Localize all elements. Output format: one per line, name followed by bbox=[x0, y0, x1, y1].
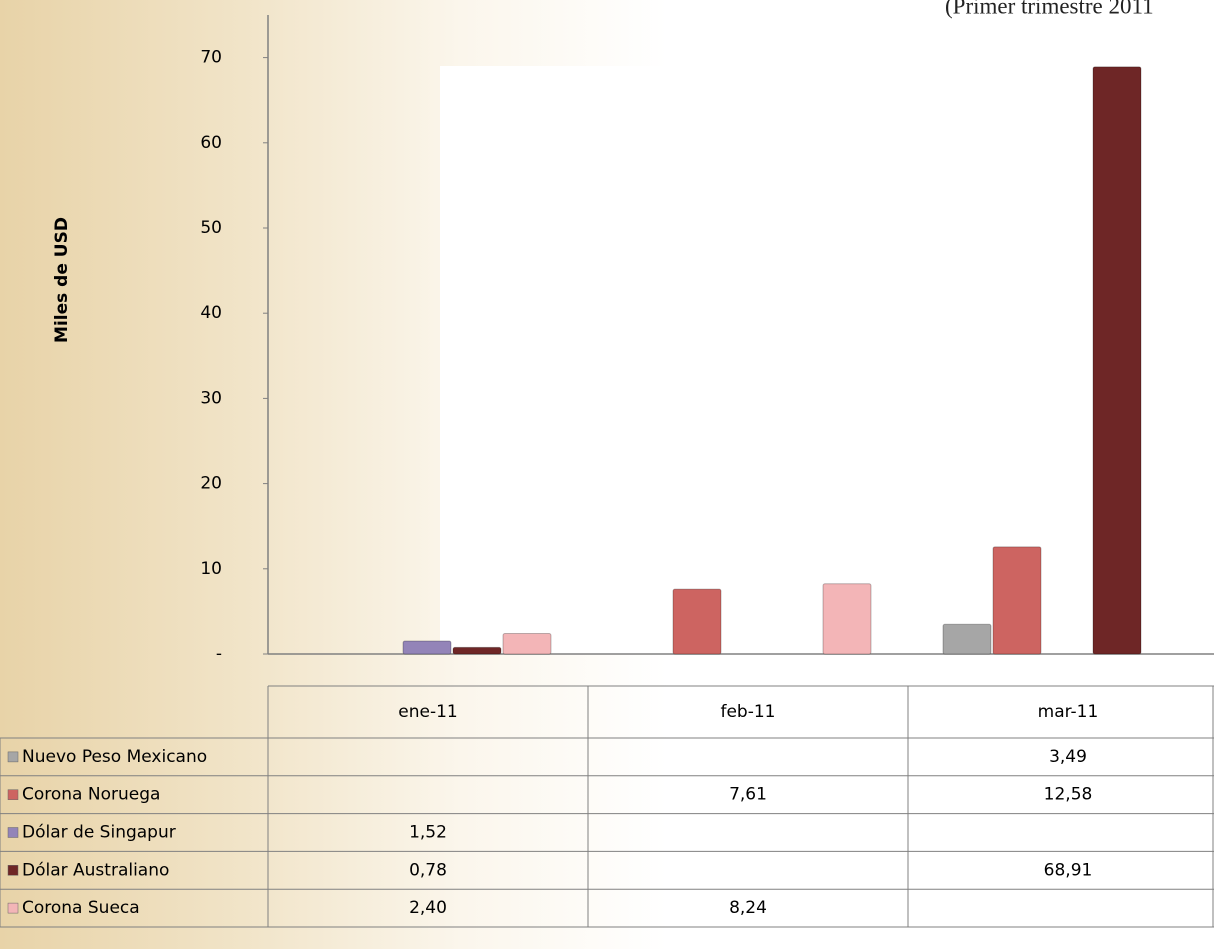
legend-key bbox=[7, 865, 19, 876]
y-tick-label: 20 bbox=[200, 474, 222, 494]
legend-label: Dólar Australiano bbox=[22, 860, 169, 880]
y-tick-label: 60 bbox=[200, 133, 222, 153]
chart-title: (Primer trimestre 2011 bbox=[945, 0, 1154, 18]
y-tick-label: 10 bbox=[200, 559, 222, 579]
x-tick-label: ene-11 bbox=[398, 702, 457, 722]
y-tick-label: 30 bbox=[200, 388, 222, 408]
x-tick-label: feb-11 bbox=[720, 702, 775, 722]
x-tick-label: mar-11 bbox=[1038, 702, 1099, 722]
legend-label: Corona Noruega bbox=[22, 785, 160, 805]
plot-area bbox=[440, 66, 1214, 654]
bar bbox=[452, 646, 502, 655]
table-value: 12,58 bbox=[1044, 785, 1093, 805]
bar bbox=[402, 640, 452, 655]
bar bbox=[992, 546, 1042, 655]
legend-key bbox=[7, 751, 19, 763]
legend-label: Dólar de Singapur bbox=[22, 823, 176, 843]
bar bbox=[672, 588, 722, 655]
bar bbox=[822, 583, 872, 655]
y-tick-label: 40 bbox=[200, 303, 222, 323]
legend-key bbox=[7, 902, 19, 914]
y-axis-label: Miles de USD bbox=[52, 217, 72, 343]
table-value: 7,61 bbox=[729, 785, 767, 805]
legend-label: Corona Sueca bbox=[22, 898, 140, 918]
table-value: 2,40 bbox=[409, 898, 447, 918]
y-tick-label: - bbox=[216, 644, 222, 664]
table-value: 3,49 bbox=[1049, 747, 1087, 767]
table-value: 1,52 bbox=[409, 823, 447, 843]
table-value: 8,24 bbox=[729, 898, 767, 918]
bar bbox=[942, 623, 992, 655]
legend-label: Nuevo Peso Mexicano bbox=[22, 747, 207, 767]
y-tick-label: 70 bbox=[200, 48, 222, 68]
table-value: 68,91 bbox=[1044, 860, 1093, 880]
bar bbox=[1092, 66, 1142, 655]
legend-key bbox=[7, 789, 19, 800]
y-tick-label: 50 bbox=[200, 218, 222, 238]
table-value: 0,78 bbox=[409, 860, 447, 880]
bar bbox=[502, 633, 552, 655]
legend-key bbox=[7, 827, 19, 838]
